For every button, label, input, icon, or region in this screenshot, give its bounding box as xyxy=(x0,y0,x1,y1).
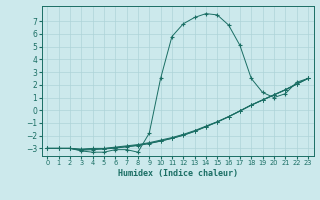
X-axis label: Humidex (Indice chaleur): Humidex (Indice chaleur) xyxy=(118,169,237,178)
